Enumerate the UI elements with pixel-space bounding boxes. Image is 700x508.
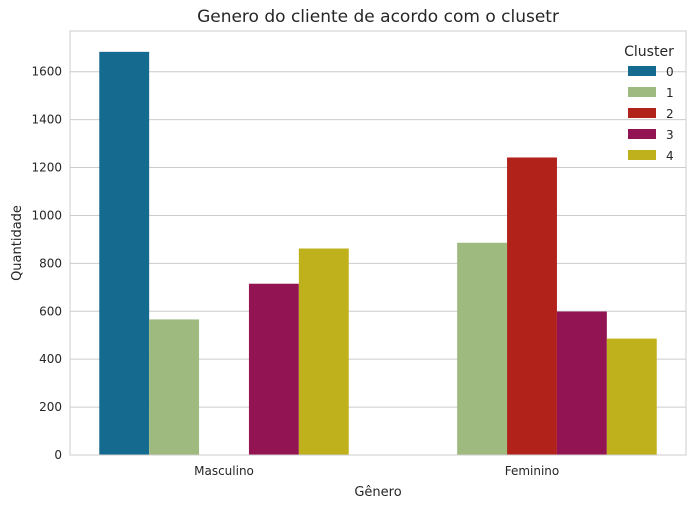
bar-feminino-cluster-3 — [556, 311, 607, 455]
legend: Cluster 0 1 2 3 4 — [624, 44, 674, 163]
legend-label: 0 — [666, 65, 674, 79]
y-tick-labels: 0 200 400 600 800 1000 1200 1400 1600 — [31, 65, 62, 462]
y-tick-label: 1400 — [31, 113, 62, 127]
bar-masculino-cluster-4 — [298, 248, 349, 455]
legend-swatch — [628, 150, 656, 160]
legend-title: Cluster — [624, 44, 674, 60]
legend-items: 0 1 2 3 4 — [628, 65, 674, 163]
x-tick-label: Masculino — [194, 464, 254, 478]
y-tick-label: 400 — [39, 352, 62, 366]
legend-swatch — [628, 87, 656, 97]
legend-label: 2 — [666, 107, 674, 121]
x-tick-labels: Masculino Feminino — [194, 464, 559, 478]
legend-swatch — [628, 66, 656, 76]
plot-frame — [69, 30, 687, 456]
y-tick-label: 1000 — [31, 208, 62, 222]
y-tick-label: 200 — [39, 400, 62, 414]
legend-label: 3 — [666, 128, 674, 142]
bars — [99, 51, 657, 456]
bar-feminino-cluster-1 — [457, 242, 508, 455]
y-tick-label: 1600 — [31, 65, 62, 79]
chart-title: Genero do cliente de acordo com o cluset… — [197, 7, 559, 27]
bar-feminino-cluster-4 — [606, 338, 657, 455]
legend-swatch — [628, 129, 656, 139]
bar-feminino-cluster-2 — [507, 157, 557, 455]
x-tick-label: Feminino — [505, 464, 560, 478]
y-tick-label: 800 — [39, 256, 62, 270]
y-tick-label: 1200 — [31, 161, 62, 175]
bar-masculino-cluster-3 — [248, 283, 299, 455]
legend-label: 1 — [666, 86, 674, 100]
bar-masculino-cluster-0 — [99, 51, 150, 456]
legend-swatch — [628, 108, 656, 118]
legend-label: 4 — [666, 149, 674, 163]
y-axis-title: Quantidade — [10, 205, 25, 281]
bar-masculino-cluster-1 — [149, 319, 200, 455]
y-tick-label: 600 — [39, 304, 62, 318]
x-axis-title: Gênero — [354, 485, 401, 500]
y-tick-label: 0 — [54, 448, 62, 462]
